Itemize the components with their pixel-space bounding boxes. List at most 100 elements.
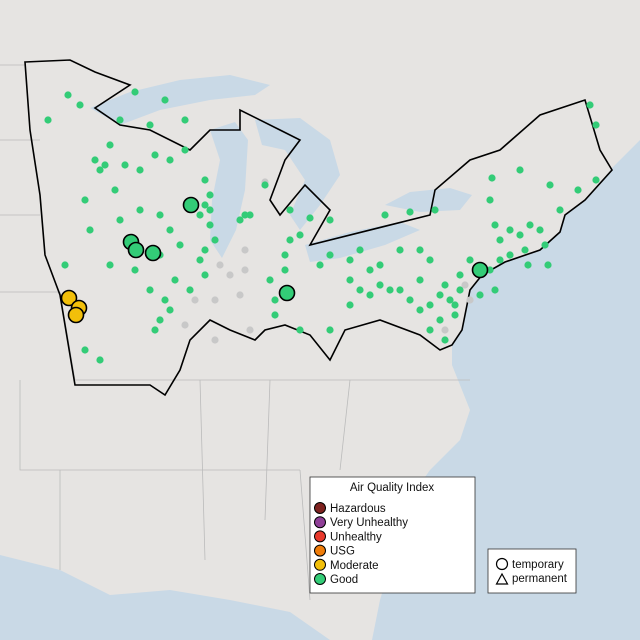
site-marker <box>64 91 72 99</box>
site-marker <box>281 266 289 274</box>
lake-michigan <box>210 122 248 258</box>
site-marker <box>106 261 114 269</box>
site-marker <box>166 306 174 314</box>
site-marker-large <box>127 241 145 259</box>
site-marker <box>466 296 474 304</box>
site-marker <box>592 121 600 129</box>
legend-box <box>309 476 476 594</box>
shape-triangle <box>495 572 509 585</box>
lake-huron <box>255 118 340 230</box>
legend-swatch <box>314 530 326 543</box>
site-marker <box>236 291 244 299</box>
site-marker <box>236 216 244 224</box>
site-marker <box>524 261 532 269</box>
site-marker <box>286 236 294 244</box>
site-marker-large <box>182 196 200 214</box>
site-marker <box>166 156 174 164</box>
site-marker <box>476 291 484 299</box>
site-marker <box>181 116 189 124</box>
site-marker <box>376 281 384 289</box>
site-marker <box>488 174 496 182</box>
site-marker <box>246 326 254 334</box>
site-marker <box>211 236 219 244</box>
site-marker <box>241 211 249 219</box>
site-marker <box>346 301 354 309</box>
legend-title: Air Quality Index <box>350 482 435 494</box>
site-marker <box>366 291 374 299</box>
site-marker <box>396 286 404 294</box>
site-marker <box>76 101 84 109</box>
site-marker <box>241 246 249 254</box>
site-marker <box>406 208 414 216</box>
site-marker <box>426 256 434 264</box>
site-marker <box>91 156 99 164</box>
site-marker <box>131 88 139 96</box>
legend-swatch <box>314 558 326 571</box>
site-marker <box>326 216 334 224</box>
site-marker <box>206 191 214 199</box>
site-marker <box>592 176 600 184</box>
site-marker <box>496 236 504 244</box>
site-marker <box>326 251 334 259</box>
legend-label: Good <box>330 574 358 586</box>
legend-label: Unhealthy <box>330 531 382 543</box>
site-marker <box>161 96 169 104</box>
site-marker <box>161 296 169 304</box>
site-marker <box>381 211 389 219</box>
site-marker <box>296 326 304 334</box>
site-marker <box>461 281 469 289</box>
legend-swatch <box>314 516 326 529</box>
region-outline <box>24 59 613 397</box>
site-marker <box>426 326 434 334</box>
site-marker <box>116 116 124 124</box>
site-marker <box>386 286 394 294</box>
site-marker <box>556 206 564 214</box>
site-marker <box>121 161 129 169</box>
site-marker <box>436 316 444 324</box>
site-marker <box>451 311 459 319</box>
site-marker <box>61 261 69 269</box>
site-marker <box>516 231 524 239</box>
site-marker <box>96 166 104 174</box>
site-marker-large <box>278 284 296 302</box>
site-marker <box>86 226 94 234</box>
site-marker <box>241 266 249 274</box>
state-borders <box>0 64 470 601</box>
site-marker <box>181 321 189 329</box>
site-marker-large <box>67 306 85 324</box>
site-marker <box>271 311 279 319</box>
site-marker <box>151 151 159 159</box>
site-marker <box>546 181 554 189</box>
site-marker <box>426 301 434 309</box>
site-marker <box>226 271 234 279</box>
legend-label: Very Unhealthy <box>330 517 408 529</box>
site-marker <box>146 286 154 294</box>
site-marker <box>101 161 109 169</box>
site-marker <box>316 261 324 269</box>
site-marker <box>106 141 114 149</box>
site-marker <box>271 296 279 304</box>
site-marker <box>456 271 464 279</box>
site-marker <box>441 281 449 289</box>
legend-items: Hazardous Very Unhealthy Unhealthy USG Moder… <box>314 502 408 586</box>
site-marker <box>216 261 224 269</box>
site-marker <box>366 266 374 274</box>
site-marker <box>131 266 139 274</box>
site-marker <box>416 246 424 254</box>
site-marker <box>346 256 354 264</box>
site-marker <box>516 166 524 174</box>
site-marker <box>266 276 274 284</box>
site-marker <box>156 316 164 324</box>
shape-label: permanent <box>512 573 568 585</box>
legend-swatch <box>314 544 326 557</box>
site-marker <box>136 206 144 214</box>
site-marker <box>201 271 209 279</box>
site-marker <box>96 356 104 364</box>
site-marker <box>406 296 414 304</box>
site-marker <box>201 201 209 209</box>
site-marker-large <box>471 261 489 279</box>
site-marker <box>541 241 549 249</box>
site-marker <box>296 231 304 239</box>
site-marker <box>456 286 464 294</box>
